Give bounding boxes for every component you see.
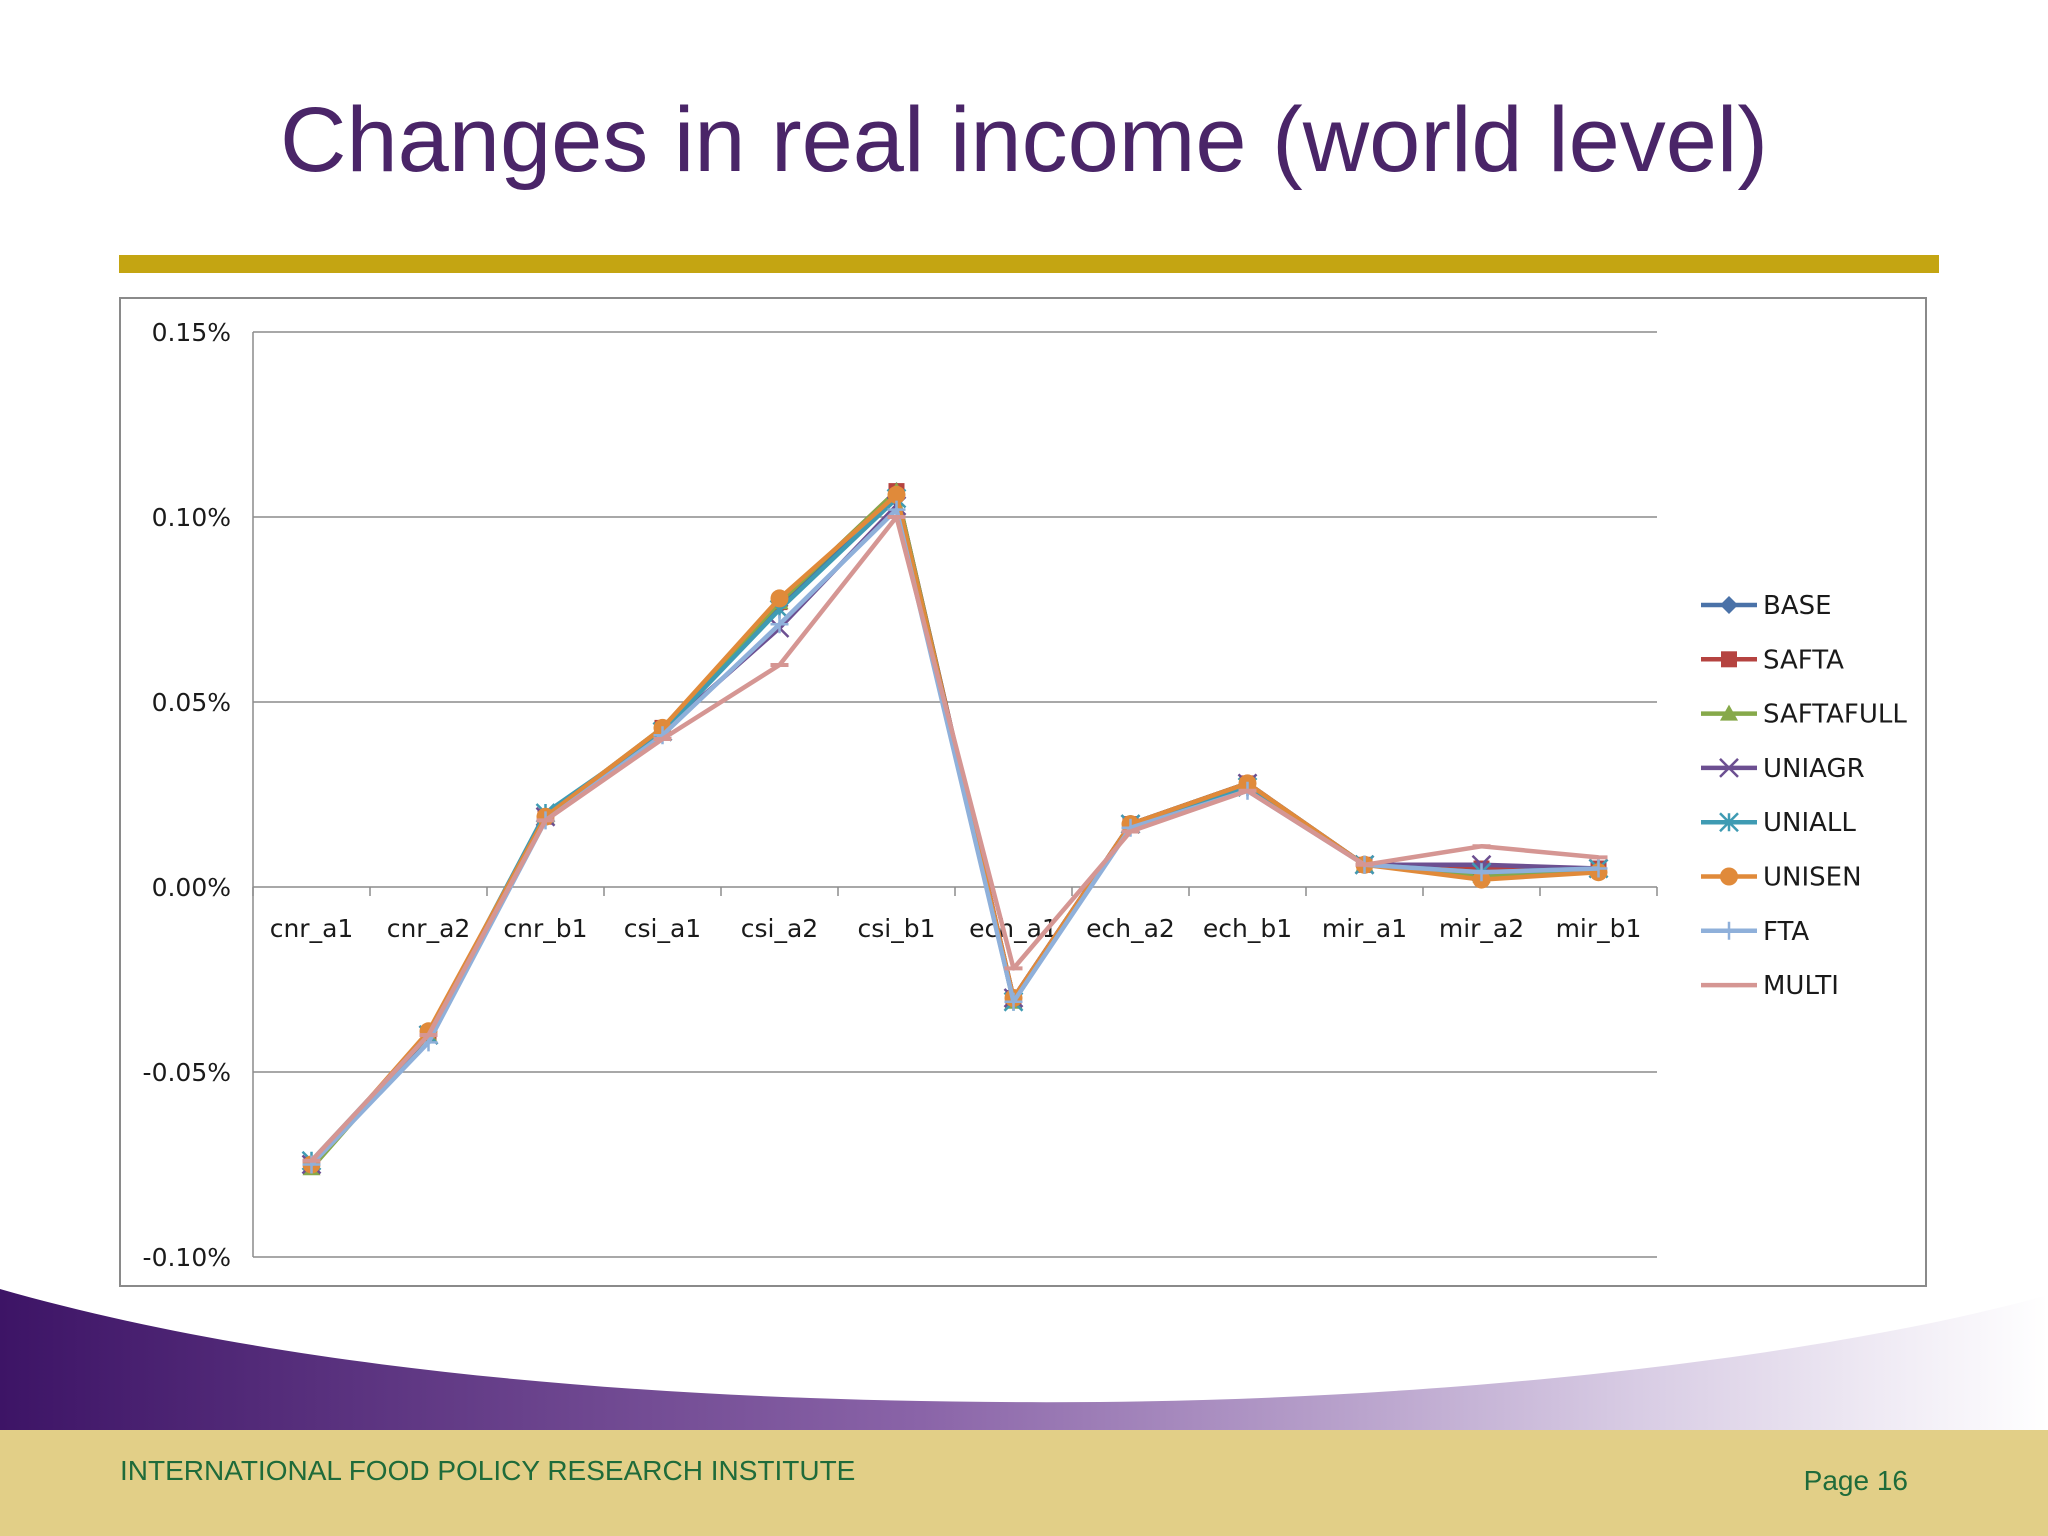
legend-label-safta: SAFTA — [1763, 645, 1844, 675]
series-line-unisen — [309, 492, 1599, 1166]
x-tick-label: csi_b1 — [858, 914, 936, 943]
x-tick-label: csi_a2 — [741, 914, 818, 943]
series-line-multi — [309, 514, 1599, 1163]
legend-label-multi: MULTI — [1763, 971, 1839, 1001]
y-tick-label: 0.10% — [152, 503, 231, 532]
legend-marker-safta — [1721, 651, 1737, 668]
series-line-safta — [309, 488, 1599, 1167]
series-line-saftafull — [309, 488, 1599, 1170]
data-point-unisen — [887, 485, 906, 504]
x-tick-label: ech_a1 — [969, 914, 1058, 943]
legend-marker-unisen — [1720, 867, 1738, 886]
data-point-unisen — [770, 589, 789, 608]
legend-marker-uniall — [1719, 812, 1739, 833]
legend-label-uniagr: UNIAGR — [1763, 754, 1865, 784]
y-tick-label: 0.00% — [152, 873, 231, 902]
line-chart: -0.10% -0.05% 0.00% 0.05% 0.10% 0.15% cnr_a1 cn… — [143, 318, 1908, 1272]
legend-label-base: BASE — [1763, 591, 1832, 621]
data-point-fta — [1589, 859, 1608, 878]
page-number: Page 16 — [1803, 1465, 1908, 1496]
footer-wave — [0, 1289, 2048, 1440]
x-tick-label: ech_a2 — [1086, 914, 1175, 943]
series-line-uniagr — [309, 503, 1599, 1167]
series-line-fta — [309, 507, 1599, 1167]
data-point-fta — [770, 615, 789, 634]
x-tick-label: ech_b1 — [1203, 914, 1292, 943]
legend-marker-saftafull — [1720, 704, 1738, 721]
legend-label-saftafull: SAFTAFULL — [1763, 700, 1907, 730]
y-tick-label: 0.15% — [152, 318, 231, 347]
chart-frame: -0.10% -0.05% 0.00% 0.05% 0.10% 0.15% cnr_a1 cn… — [119, 297, 1927, 1287]
y-tick-label: 0.05% — [152, 688, 231, 717]
legend-label-fta: FTA — [1763, 917, 1809, 947]
series-line-uniall — [309, 496, 1599, 1163]
x-tick-label: csi_a1 — [624, 914, 701, 943]
x-tick-label: cnr_a2 — [387, 914, 471, 943]
footer-band — [0, 1430, 2048, 1536]
x-tick-label: mir_b1 — [1556, 914, 1642, 943]
x-tick-label: cnr_b1 — [503, 914, 587, 943]
legend-label-uniall: UNIALL — [1763, 808, 1856, 838]
footer-organization: INTERNATIONAL FOOD POLICY RESEARCH INSTI… — [120, 1455, 856, 1486]
x-tick-label: mir_a2 — [1439, 914, 1524, 943]
x-tick-label: cnr_a1 — [270, 914, 354, 943]
data-point-fta — [1004, 992, 1023, 1011]
y-tick-label: -0.10% — [143, 1243, 231, 1272]
y-tick-label: -0.05% — [143, 1058, 231, 1087]
series-line-base — [309, 488, 1599, 1167]
legend-label-unisen: UNISEN — [1763, 863, 1862, 893]
slide-title: Changes in real income (world level) — [280, 89, 1768, 191]
legend-marker-fta — [1720, 921, 1738, 940]
x-tick-label: mir_a1 — [1322, 914, 1407, 943]
data-point-fta — [1472, 863, 1491, 882]
legend-marker-base — [1720, 596, 1738, 614]
legend-marker-uniagr — [1719, 758, 1739, 778]
title-rule — [119, 255, 1939, 273]
